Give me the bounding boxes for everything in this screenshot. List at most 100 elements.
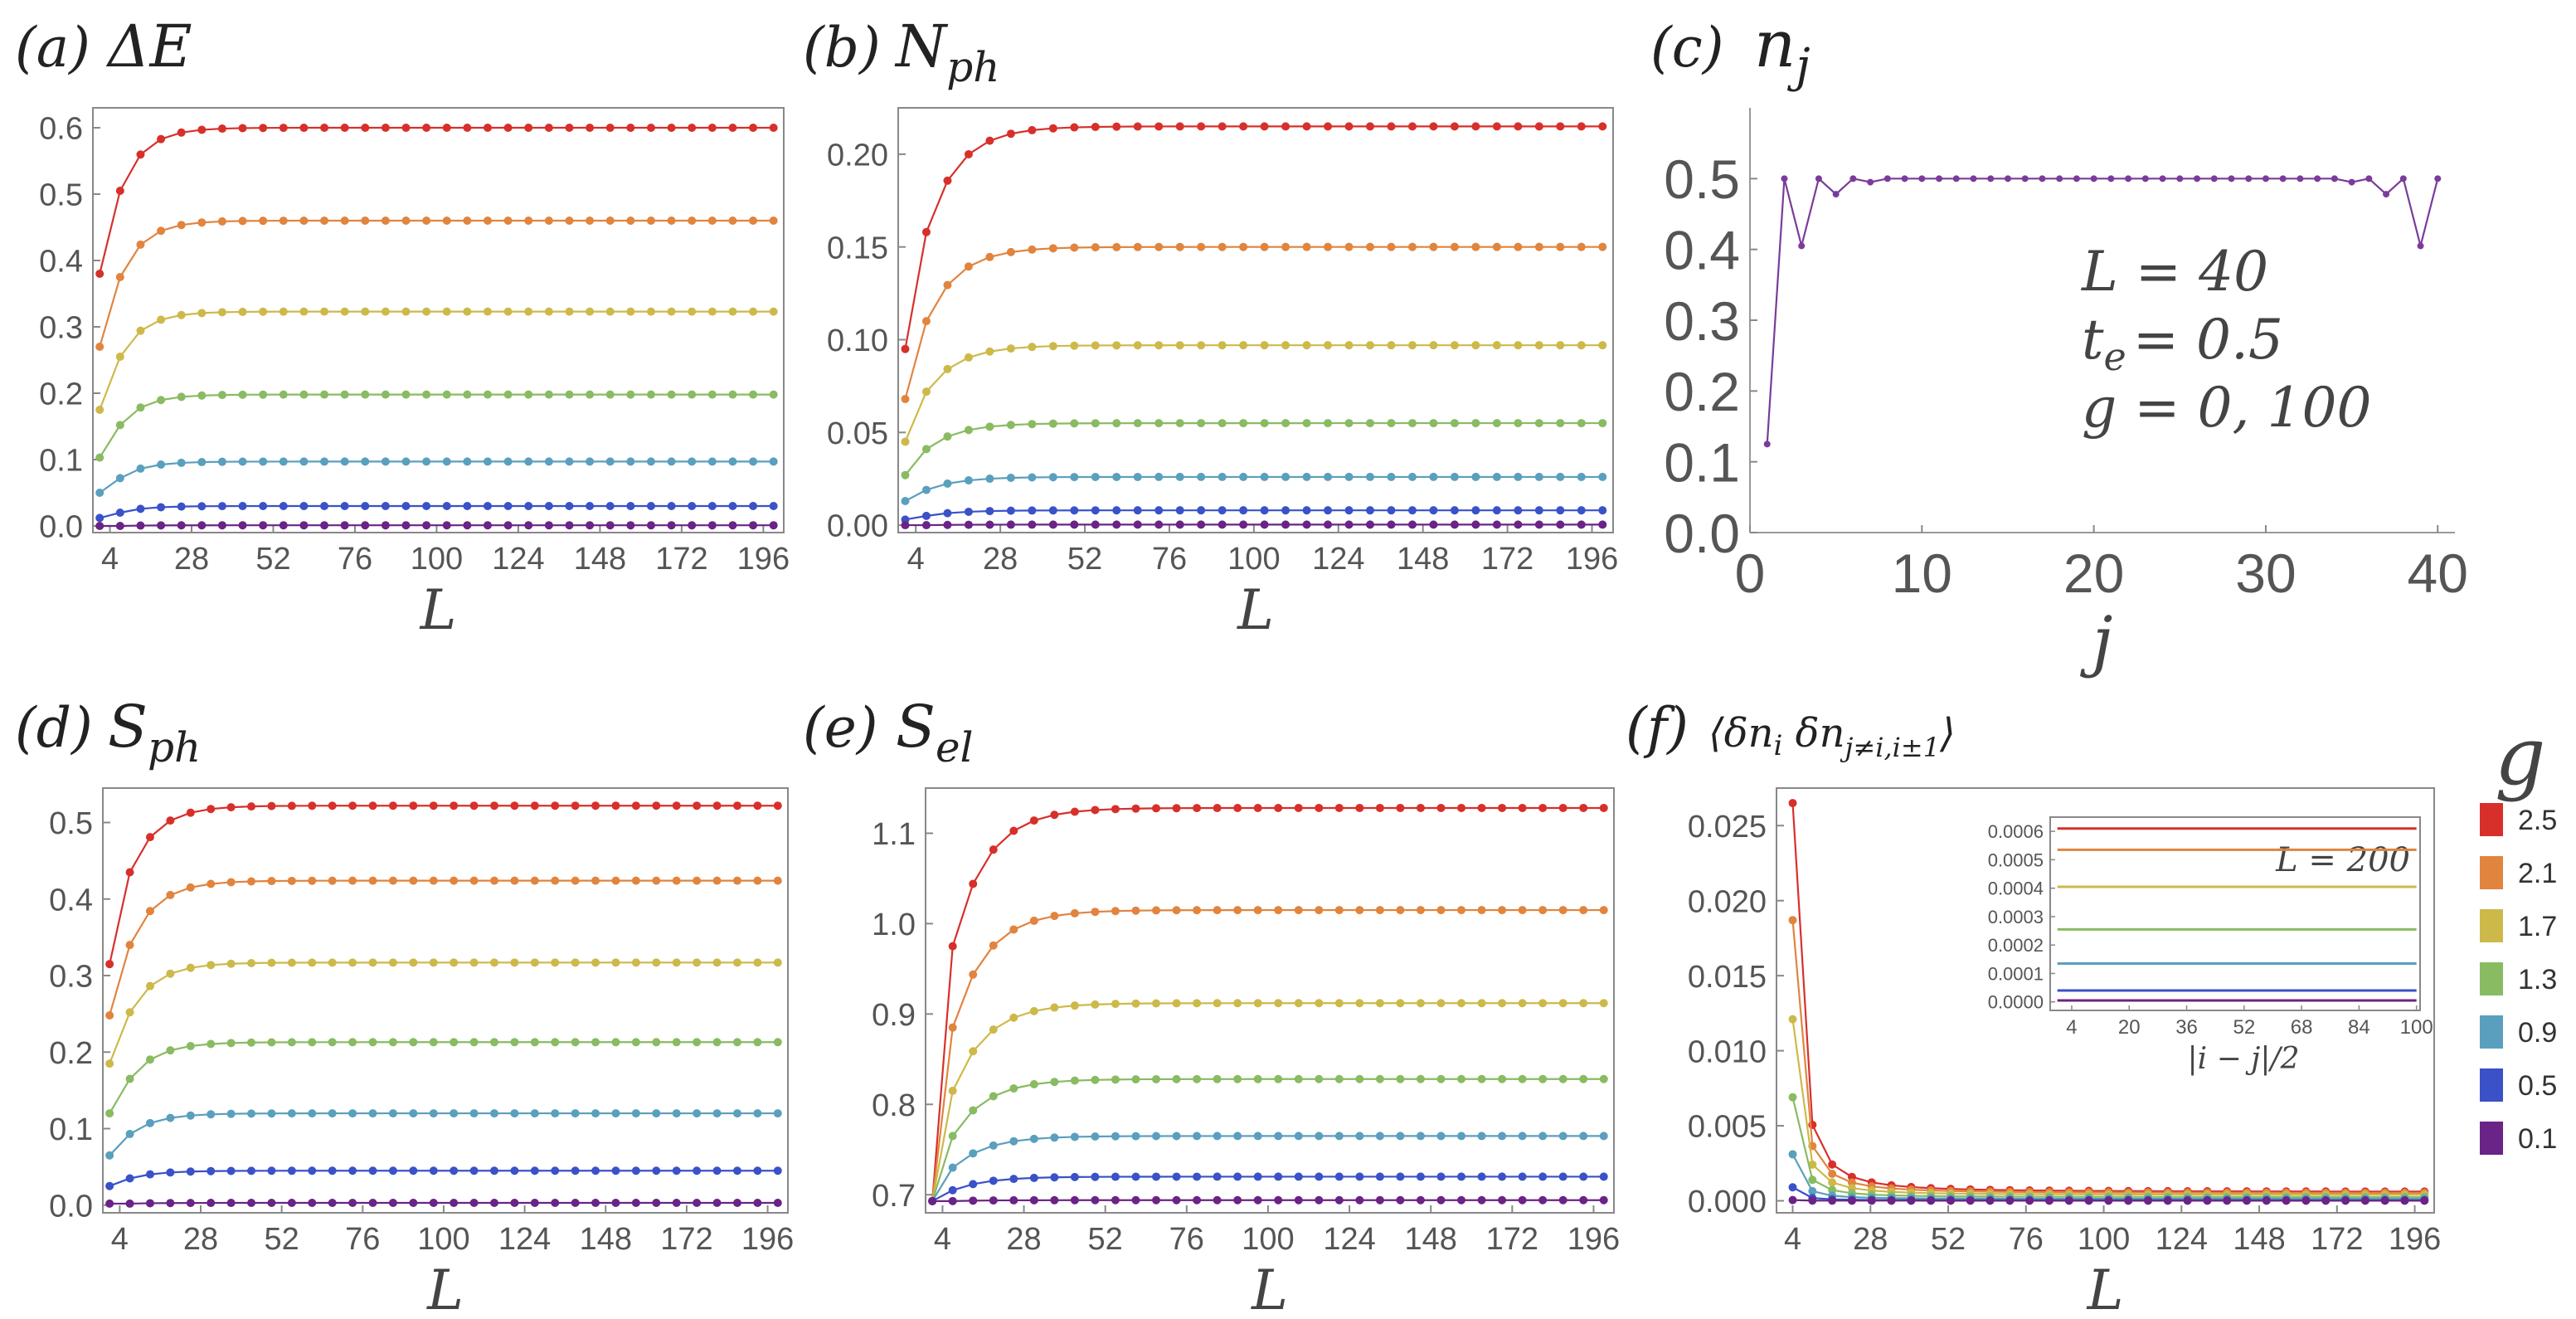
- data-point: [1006, 247, 1015, 256]
- data-point: [1344, 242, 1354, 251]
- data-point: [1396, 1172, 1405, 1181]
- data-point: [605, 307, 615, 316]
- y-tick-label: 0.2: [1664, 361, 1740, 422]
- legend: g2.5 2.1 1.7 1.3 0.9 0.5 0.1: [2480, 710, 2557, 1155]
- x-tick-label: 4: [101, 542, 119, 577]
- data-point: [1111, 1000, 1120, 1009]
- data-point: [368, 1038, 377, 1047]
- data-point: [1009, 1084, 1018, 1093]
- data-point: [442, 502, 451, 510]
- data-point: [1218, 520, 1227, 529]
- data-point: [287, 1199, 296, 1208]
- data-point: [1009, 1195, 1018, 1205]
- data-point: [1315, 906, 1324, 915]
- series-line-g0.1: [109, 1201, 778, 1205]
- data-point: [2084, 1196, 2093, 1205]
- data-point: [2400, 1196, 2409, 1205]
- x-tick-label: 196: [1566, 542, 1618, 577]
- data-point: [166, 816, 175, 825]
- data-point: [450, 801, 459, 810]
- data-point: [2203, 1196, 2212, 1205]
- data-point: [565, 307, 574, 316]
- data-point: [1070, 341, 1079, 350]
- data-point: [1253, 906, 1262, 915]
- data-point: [2021, 175, 2029, 183]
- data-point: [1131, 906, 1140, 915]
- data-point: [166, 890, 175, 899]
- x-tick-label: 0: [1735, 543, 1766, 604]
- data-point: [368, 1109, 377, 1118]
- data-point: [267, 1109, 276, 1118]
- data-point: [2380, 1196, 2389, 1205]
- data-point: [226, 803, 236, 812]
- data-point: [1518, 1132, 1527, 1141]
- data-point: [442, 390, 451, 399]
- data-point: [728, 521, 737, 530]
- data-point: [2107, 175, 2115, 183]
- data-point: [136, 150, 145, 159]
- data-point: [1416, 803, 1425, 812]
- data-point: [1966, 1196, 1975, 1205]
- data-point: [1048, 506, 1057, 515]
- data-point: [2073, 175, 2080, 183]
- data-point: [964, 426, 973, 435]
- data-point: [1477, 803, 1486, 812]
- x-axis-label: L: [426, 1258, 464, 1319]
- data-point: [524, 390, 533, 399]
- data-point: [749, 521, 758, 530]
- data-point: [166, 1199, 175, 1208]
- data-point: [1281, 506, 1290, 515]
- data-point: [1233, 1172, 1242, 1181]
- data-point: [1952, 175, 1960, 183]
- data-point: [1324, 419, 1333, 428]
- data-point: [1538, 906, 1548, 915]
- data-point: [197, 218, 207, 227]
- data-point: [989, 1176, 998, 1185]
- data-point: [1599, 1195, 1608, 1205]
- data-point: [1253, 999, 1262, 1008]
- data-point: [921, 387, 931, 397]
- legend-title: g: [2495, 710, 2545, 803]
- data-point: [1294, 999, 1303, 1008]
- data-point: [1218, 341, 1227, 350]
- y-tick-label: 0.3: [49, 960, 93, 995]
- legend-label: 2.1: [2518, 858, 2557, 889]
- x-tick-label: 76: [2009, 1222, 2044, 1257]
- inset-x-tick-label: 84: [2348, 1016, 2370, 1039]
- data-point: [773, 1199, 782, 1208]
- panel-f: (f) ⟨δni δnj≠i,i±1⟩ 0.000 0.005 0.010 0.015 0.…: [1626, 696, 2441, 1319]
- data-point: [1375, 803, 1384, 812]
- data-point: [247, 1038, 256, 1047]
- data-point: [1534, 242, 1543, 251]
- data-point: [2262, 175, 2269, 183]
- data-point: [586, 307, 595, 316]
- data-point: [259, 124, 268, 133]
- data-point: [1407, 520, 1417, 529]
- data-point: [115, 421, 124, 430]
- data-point: [490, 801, 498, 810]
- data-point: [1029, 1195, 1038, 1205]
- data-point: [1344, 122, 1354, 131]
- ann-part: t: [2082, 308, 2104, 372]
- data-point: [105, 1151, 114, 1160]
- data-point: [1498, 906, 1507, 915]
- data-point: [565, 457, 574, 466]
- data-point: [1152, 999, 1161, 1008]
- data-point: [605, 521, 615, 530]
- x-tick-label: 30: [2235, 543, 2296, 604]
- data-point: [1175, 520, 1184, 529]
- data-point: [409, 876, 418, 885]
- data-point: [1375, 1195, 1384, 1205]
- data-point: [921, 317, 931, 326]
- data-point: [95, 453, 104, 462]
- data-point: [989, 1141, 998, 1150]
- data-point: [463, 124, 472, 133]
- series-line-g2.5: [99, 126, 774, 275]
- data-point: [1579, 1074, 1588, 1083]
- data-point: [631, 801, 640, 810]
- data-point: [989, 1196, 998, 1205]
- data-point: [732, 1038, 741, 1047]
- data-point: [328, 1109, 337, 1118]
- data-point: [1918, 175, 1926, 183]
